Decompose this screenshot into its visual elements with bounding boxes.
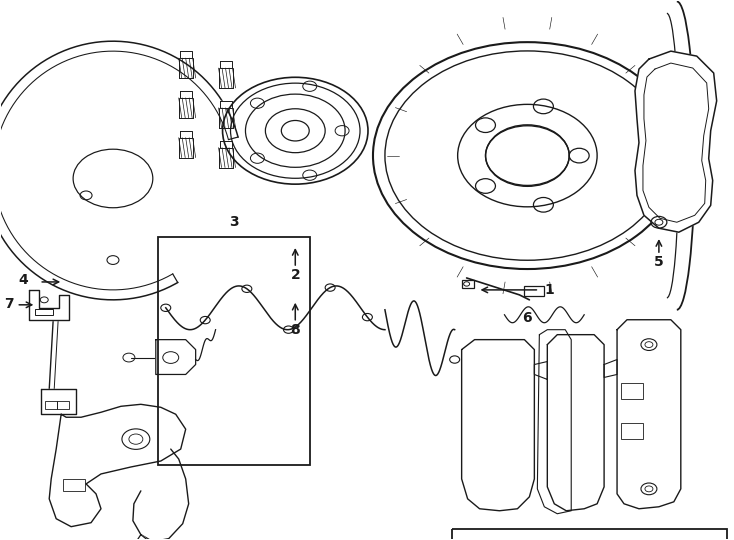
- Bar: [451, 529, 727, 540]
- Bar: [621, 383, 643, 400]
- Polygon shape: [180, 91, 192, 98]
- Text: 8: 8: [291, 323, 300, 337]
- Bar: [63, 479, 85, 491]
- Polygon shape: [617, 320, 681, 509]
- Text: 3: 3: [229, 215, 239, 230]
- Text: 7: 7: [4, 297, 14, 311]
- Polygon shape: [180, 51, 192, 58]
- Text: 5: 5: [654, 255, 664, 269]
- Polygon shape: [219, 140, 231, 147]
- Text: 6: 6: [523, 310, 532, 325]
- Polygon shape: [635, 51, 716, 232]
- Bar: [524, 286, 545, 296]
- Polygon shape: [180, 131, 192, 138]
- Polygon shape: [41, 389, 76, 414]
- Bar: [621, 423, 643, 439]
- Bar: [46, 401, 57, 409]
- Polygon shape: [29, 290, 69, 320]
- Polygon shape: [537, 330, 571, 514]
- Bar: [57, 401, 69, 409]
- Polygon shape: [462, 340, 534, 511]
- Polygon shape: [49, 404, 186, 526]
- Bar: [35, 309, 53, 315]
- Polygon shape: [548, 335, 604, 511]
- Bar: [158, 237, 310, 465]
- Polygon shape: [534, 361, 548, 380]
- Text: 2: 2: [291, 268, 300, 282]
- Polygon shape: [219, 61, 231, 68]
- Polygon shape: [604, 360, 617, 377]
- Polygon shape: [129, 535, 156, 540]
- Bar: [462, 280, 473, 288]
- Polygon shape: [156, 340, 196, 374]
- Polygon shape: [219, 101, 231, 108]
- Text: 1: 1: [545, 283, 554, 297]
- Text: 4: 4: [18, 273, 28, 287]
